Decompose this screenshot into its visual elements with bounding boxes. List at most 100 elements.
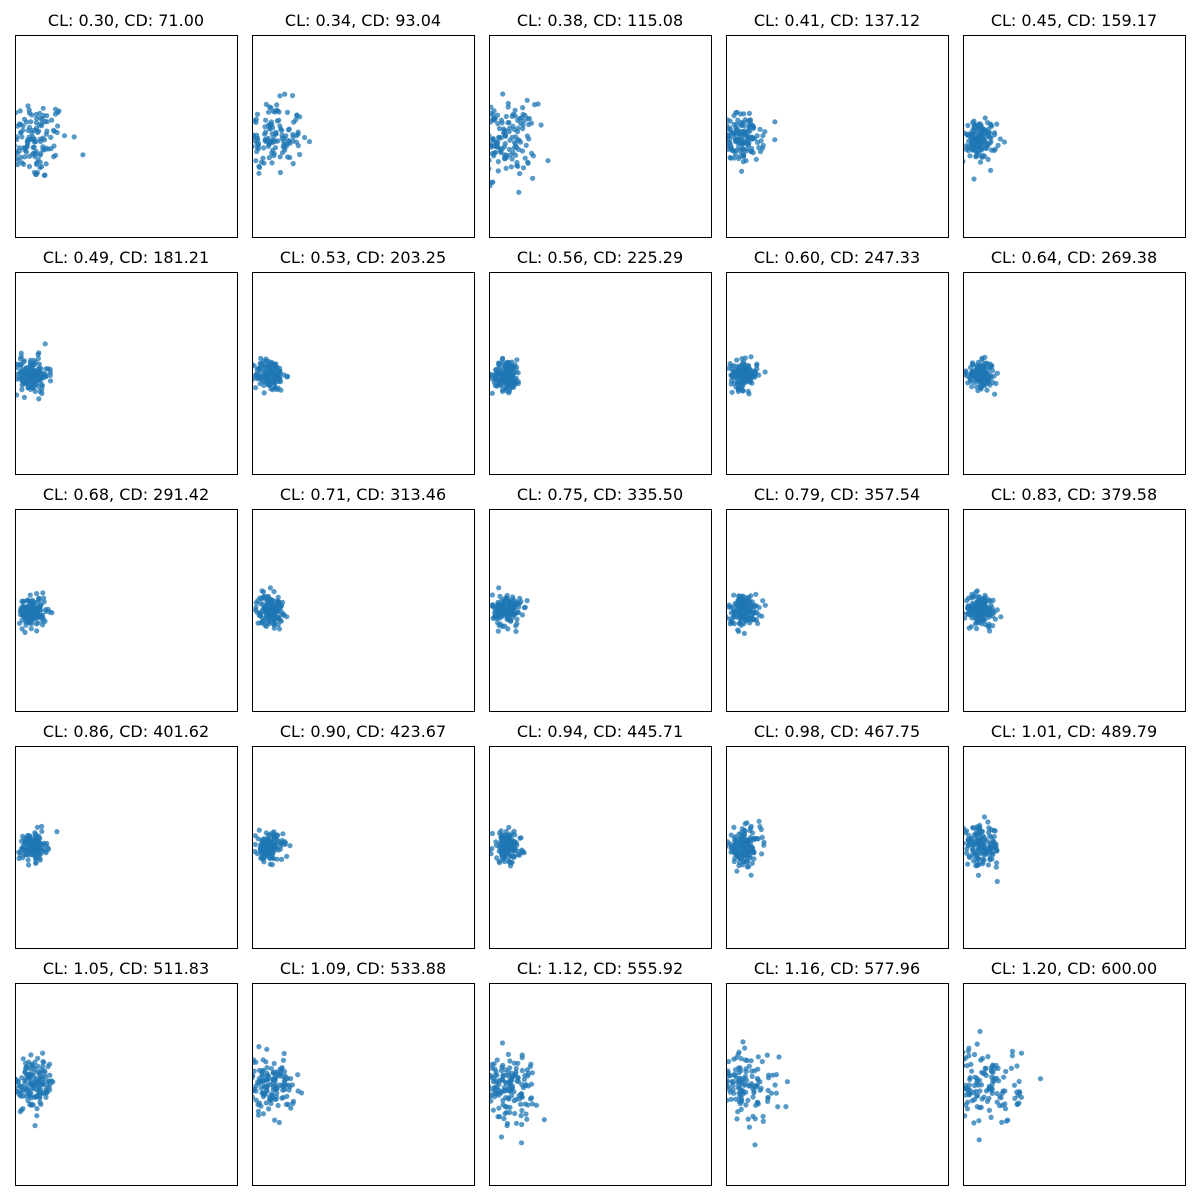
data-point — [963, 1055, 969, 1061]
data-point — [259, 615, 265, 621]
data-point — [987, 361, 993, 367]
data-point — [740, 1039, 746, 1045]
data-point — [956, 1117, 961, 1122]
data-point — [252, 385, 259, 391]
panel-title: CL: 0.30, CD: 71.00 — [48, 11, 204, 30]
data-point — [241, 178, 246, 183]
panel-frame — [252, 509, 475, 712]
data-point — [33, 115, 40, 122]
data-point — [34, 834, 40, 840]
data-point — [757, 126, 763, 132]
data-point — [978, 153, 985, 159]
data-point — [15, 376, 20, 382]
scatter-panel: CL: 0.98, CD: 467.75 — [726, 722, 949, 949]
panel-title: CL: 0.75, CD: 335.50 — [517, 485, 683, 504]
data-point — [714, 1086, 719, 1091]
data-point — [239, 1068, 244, 1073]
data-point — [496, 1105, 502, 1111]
data-point — [232, 127, 237, 132]
data-point — [497, 602, 503, 608]
data-point — [295, 1088, 301, 1094]
data-point — [998, 614, 1004, 620]
data-point — [1018, 1050, 1025, 1056]
data-point — [745, 837, 751, 843]
data-point — [997, 1103, 1003, 1109]
data-point — [33, 1086, 39, 1092]
data-point — [739, 168, 745, 174]
data-point — [742, 355, 748, 361]
scatter-panel: CL: 0.64, CD: 269.38 — [963, 248, 1186, 475]
data-point — [252, 150, 253, 154]
data-point — [751, 124, 757, 130]
data-point — [505, 1051, 511, 1057]
data-point — [992, 391, 998, 397]
data-point — [293, 117, 299, 123]
data-point — [501, 1116, 507, 1122]
data-point — [32, 1123, 38, 1129]
data-point — [957, 1084, 962, 1089]
data-point — [527, 1096, 534, 1102]
panel-frame — [963, 746, 1186, 949]
data-point — [29, 1081, 35, 1088]
data-point — [25, 385, 31, 391]
data-point — [985, 143, 991, 149]
panel-title: CL: 0.86, CD: 401.62 — [43, 722, 209, 741]
data-point — [737, 153, 743, 159]
data-point — [499, 623, 505, 630]
data-point — [528, 120, 535, 126]
panel-frame — [963, 509, 1186, 712]
data-point — [28, 1052, 34, 1058]
scatter-panel: CL: 0.90, CD: 423.67 — [252, 722, 475, 949]
data-point — [951, 1084, 956, 1089]
data-point — [994, 1075, 1000, 1081]
data-point — [979, 842, 986, 848]
scatter-points — [16, 823, 60, 868]
data-point — [974, 1104, 980, 1110]
data-point — [963, 158, 966, 164]
data-point — [262, 124, 268, 130]
data-point — [716, 148, 721, 153]
data-point — [260, 1067, 266, 1073]
data-point — [42, 172, 48, 178]
data-point — [266, 1106, 272, 1112]
data-point — [35, 1063, 41, 1069]
data-point — [254, 111, 261, 117]
data-point — [280, 1057, 287, 1063]
data-point — [272, 1117, 278, 1123]
data-point — [523, 1111, 529, 1117]
data-point — [43, 373, 49, 379]
data-point — [494, 1057, 500, 1063]
data-point — [40, 135, 46, 141]
data-point — [978, 612, 984, 619]
data-point — [497, 843, 503, 849]
data-point — [268, 119, 274, 125]
data-point — [754, 362, 760, 369]
data-point — [494, 1080, 500, 1086]
data-point — [498, 1134, 505, 1140]
data-point — [734, 868, 740, 874]
panel-title: CL: 1.01, CD: 489.79 — [991, 722, 1157, 741]
data-point — [22, 839, 28, 845]
data-point — [512, 1110, 518, 1117]
data-point — [737, 614, 743, 620]
data-point — [974, 1080, 980, 1086]
data-point — [718, 1097, 723, 1102]
data-point — [31, 1094, 38, 1100]
data-point — [976, 845, 982, 851]
data-point — [956, 147, 961, 152]
data-point — [719, 1087, 724, 1092]
data-point — [504, 1109, 510, 1115]
data-point — [514, 357, 520, 363]
data-point — [525, 159, 531, 165]
data-point — [526, 115, 533, 122]
data-point — [974, 1041, 980, 1047]
data-point — [740, 607, 747, 614]
data-point — [524, 97, 530, 103]
data-point — [19, 608, 25, 614]
data-point — [23, 149, 29, 155]
data-point — [40, 1050, 46, 1056]
data-point — [738, 1068, 744, 1074]
data-point — [1014, 1101, 1020, 1108]
data-point — [15, 155, 19, 161]
data-point — [510, 123, 516, 129]
